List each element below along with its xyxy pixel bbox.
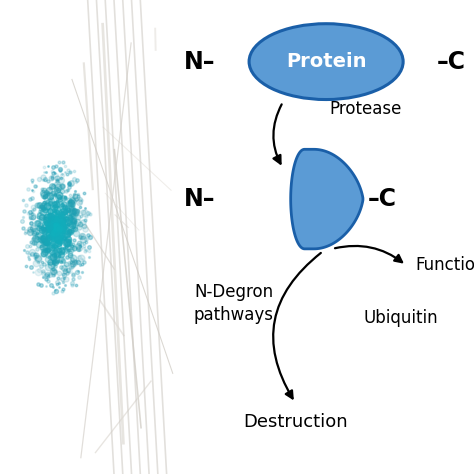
Ellipse shape bbox=[249, 24, 403, 100]
Text: Protein: Protein bbox=[286, 52, 366, 71]
Text: N–: N– bbox=[184, 50, 215, 73]
Text: N-Degron
pathways: N-Degron pathways bbox=[194, 283, 273, 324]
Text: Destruction: Destruction bbox=[243, 413, 347, 431]
Text: Ubiquitin: Ubiquitin bbox=[363, 309, 438, 327]
Text: –C: –C bbox=[437, 50, 466, 73]
Text: –C: –C bbox=[368, 187, 397, 211]
Text: Protease: Protease bbox=[329, 100, 401, 118]
Polygon shape bbox=[291, 149, 363, 249]
Text: Function: Function bbox=[415, 256, 474, 274]
FancyArrowPatch shape bbox=[335, 246, 402, 262]
FancyArrowPatch shape bbox=[273, 253, 321, 398]
FancyArrowPatch shape bbox=[273, 104, 282, 164]
Text: N–: N– bbox=[184, 187, 215, 211]
